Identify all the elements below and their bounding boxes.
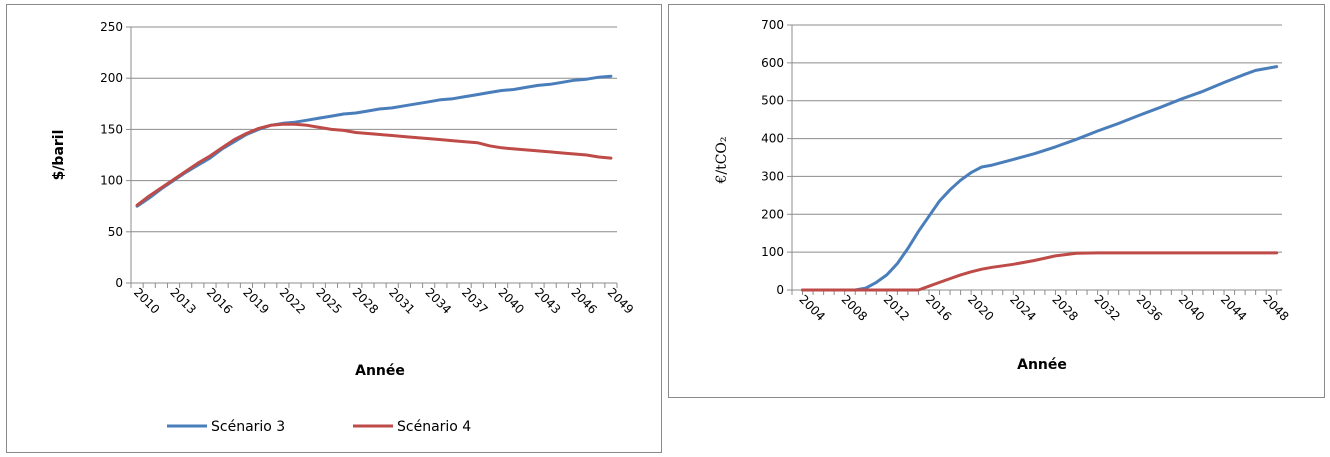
x-tick-label: 2044 bbox=[1218, 292, 1249, 323]
x-tick-label: 2036 bbox=[1134, 292, 1165, 323]
x-tick-label: 2020 bbox=[965, 292, 996, 323]
x-tick-label: 2025 bbox=[313, 285, 344, 316]
x-tick-label: 2008 bbox=[839, 292, 870, 323]
x-tick-label: 2037 bbox=[459, 285, 490, 316]
legend-label-2: Scénario 4 bbox=[397, 419, 471, 435]
x-tick-label: 2028 bbox=[350, 285, 381, 316]
x-tick-label: 2016 bbox=[204, 285, 235, 316]
series-line-2 bbox=[801, 251, 1279, 292]
series-line-1 bbox=[135, 74, 613, 208]
y-tick-label: 0 bbox=[776, 283, 784, 297]
x-tick-label: 2034 bbox=[423, 285, 454, 316]
x-tick-label: 2032 bbox=[1091, 292, 1122, 323]
y-axis-title: €/tCO₂ bbox=[714, 136, 730, 184]
x-tick-label: 2022 bbox=[277, 285, 308, 316]
y-tick-label: 200 bbox=[761, 207, 784, 221]
x-tick-label: 2016 bbox=[923, 292, 954, 323]
y-tick-label: 100 bbox=[761, 245, 784, 259]
x-tick-label: 2043 bbox=[532, 285, 563, 316]
chart-carbon-price: 0 100 200 300 400 500 600 700 2004 2008 2012 2016 20… bbox=[668, 4, 1325, 398]
x-tick-label: 2048 bbox=[1260, 292, 1291, 323]
x-tick-label: 2040 bbox=[495, 285, 526, 316]
y-tick-label: 300 bbox=[761, 169, 784, 183]
x-tick-label: 2046 bbox=[568, 285, 599, 316]
chart-oil-price: 0 50 100 150 200 250 2010 2013 2016 2019 2022 2025 2… bbox=[6, 4, 662, 453]
y-tick-label: 700 bbox=[761, 18, 784, 32]
x-tick-label: 2031 bbox=[386, 285, 417, 316]
y-tick-label: 150 bbox=[100, 122, 123, 136]
x-axis-title: Année bbox=[355, 363, 405, 379]
x-tick-label: 2012 bbox=[881, 292, 912, 323]
chart-carbon-price-svg: 0 100 200 300 400 500 600 700 2004 2008 2012 2016 20… bbox=[714, 18, 1292, 373]
y-tick-label: 400 bbox=[761, 132, 784, 146]
y-tick-label: 0 bbox=[115, 276, 123, 290]
series-line-1 bbox=[801, 65, 1279, 292]
y-tick-label: 200 bbox=[100, 71, 123, 85]
x-tick-label: 2010 bbox=[131, 285, 162, 316]
x-axis-title: Année bbox=[1017, 357, 1067, 373]
x-tick-label: 2004 bbox=[796, 292, 827, 323]
legend-label-1: Scénario 3 bbox=[211, 419, 285, 435]
x-tick-label: 2028 bbox=[1049, 292, 1080, 323]
y-axis-title: $/baril bbox=[51, 130, 67, 181]
x-tick-label: 2049 bbox=[605, 285, 636, 316]
x-tick-label: 2019 bbox=[240, 285, 271, 316]
y-tick-label: 100 bbox=[100, 174, 123, 188]
x-tick-label: 2024 bbox=[1007, 292, 1038, 323]
y-tick-label: 250 bbox=[100, 20, 123, 34]
y-tick-label: 600 bbox=[761, 56, 784, 70]
y-tick-label: 500 bbox=[761, 94, 784, 108]
x-tick-label: 2013 bbox=[167, 285, 198, 316]
y-tick-label: 50 bbox=[108, 225, 123, 239]
x-tick-label: 2040 bbox=[1176, 292, 1207, 323]
series-line-2 bbox=[135, 122, 613, 207]
